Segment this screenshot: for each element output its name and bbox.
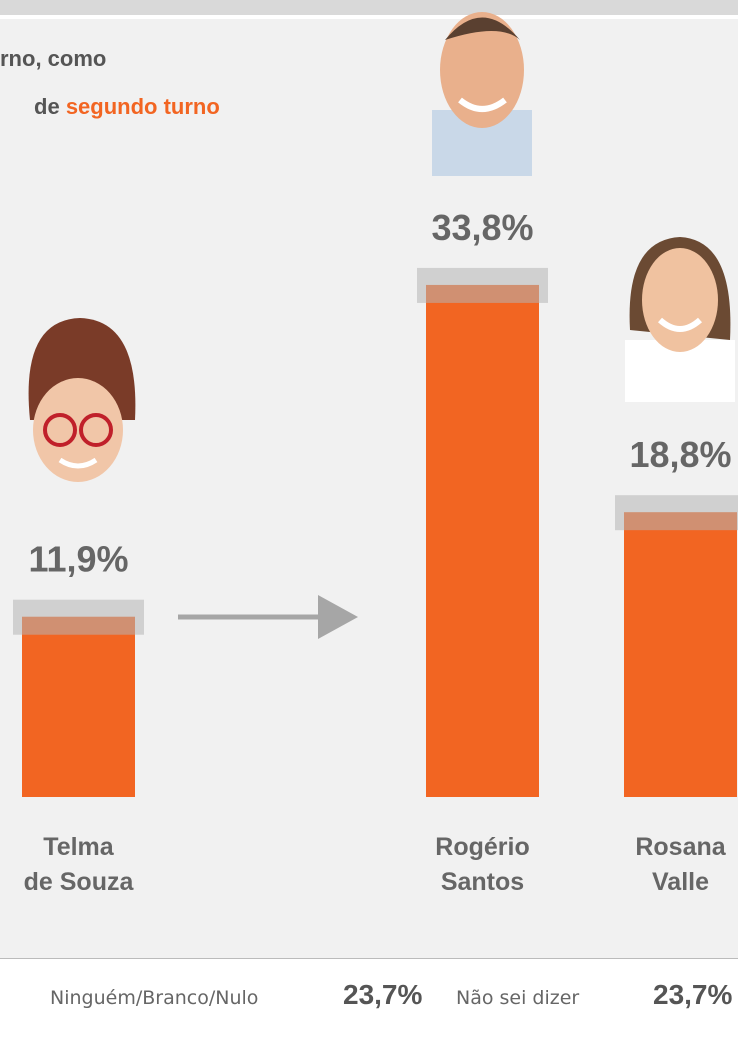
footer-label: Não sei dizer xyxy=(456,987,579,1009)
category-label: Rosana Valle xyxy=(601,830,738,900)
value-label: 33,8% xyxy=(431,207,533,248)
bar xyxy=(624,512,737,797)
top-line xyxy=(0,15,738,19)
header-line: rno, como xyxy=(0,46,106,72)
header-line: de segundo turno xyxy=(34,94,220,120)
portrait xyxy=(29,318,136,482)
portrait xyxy=(432,12,532,176)
portrait xyxy=(625,237,735,402)
header-text: de xyxy=(34,94,60,119)
arrow-head xyxy=(318,595,358,639)
top-band xyxy=(0,0,738,15)
footer: Ninguém/Branco/Nulo 23,7% Não sei dizer … xyxy=(0,958,738,1039)
footer-value: 23,7% xyxy=(343,979,422,1011)
bar xyxy=(22,617,135,797)
value-label: 18,8% xyxy=(629,434,731,475)
bar-cap xyxy=(615,495,738,530)
footer-value: 23,7% xyxy=(653,979,732,1011)
header-highlight: segundo turno xyxy=(66,94,220,119)
bar-cap xyxy=(417,268,548,303)
value-label: 11,9% xyxy=(28,539,128,580)
category-label: Telma de Souza xyxy=(0,830,159,900)
footer-label: Ninguém/Branco/Nulo xyxy=(50,987,258,1009)
category-label: Rogério Santos xyxy=(403,830,563,900)
bar xyxy=(426,285,539,797)
bar-cap xyxy=(13,600,144,635)
